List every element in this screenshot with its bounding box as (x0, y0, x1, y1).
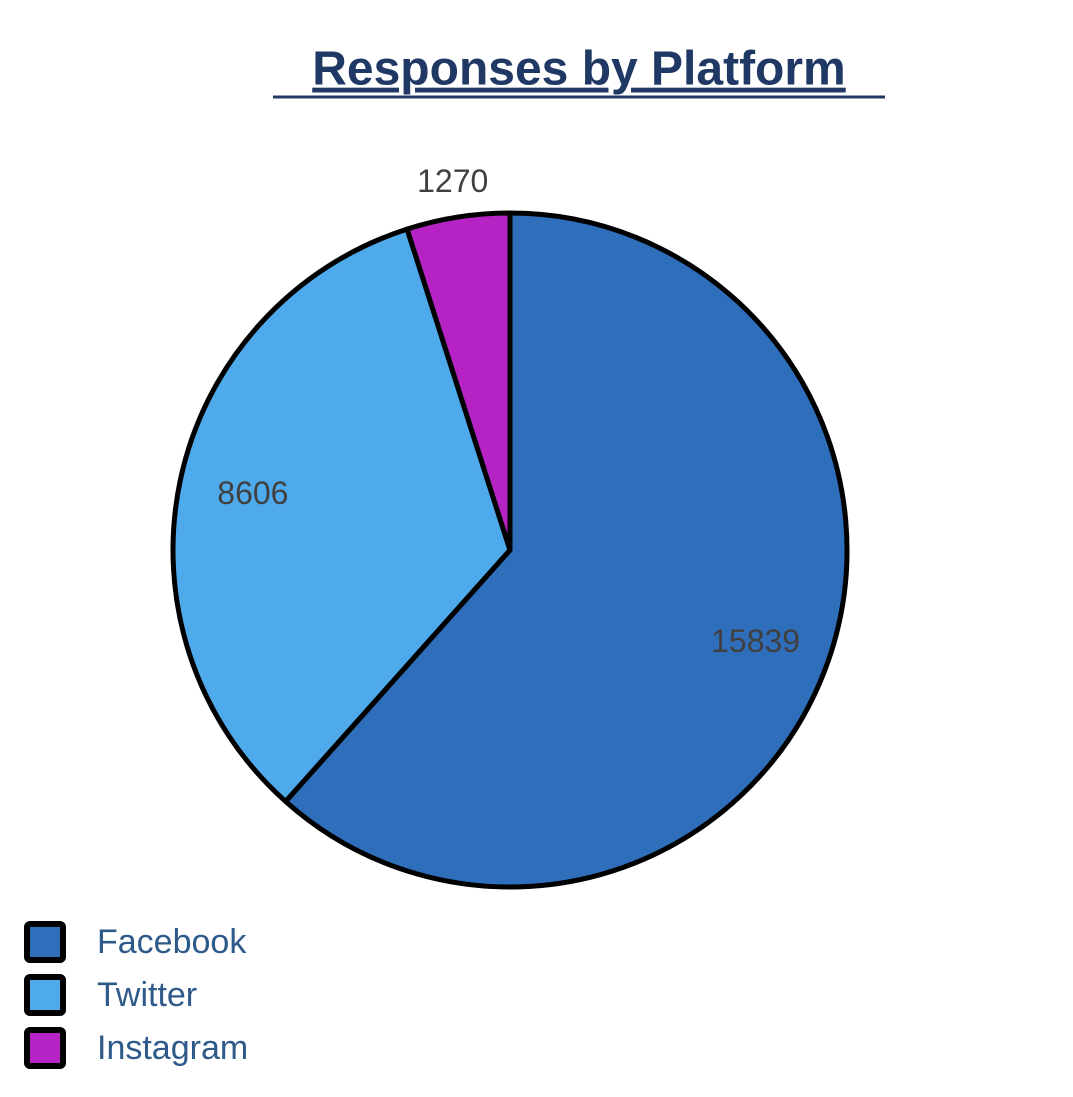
legend-swatch (24, 974, 66, 1016)
pie-slice (404, 210, 513, 553)
legend-text: Facebook (97, 923, 247, 961)
data-label: 8606 (217, 475, 288, 511)
data-label: 1270 (417, 163, 488, 199)
data-label: 15839 (711, 623, 800, 659)
chart-title: Responses by Platform (312, 43, 845, 96)
legend-swatch (24, 921, 66, 963)
legend-text: Instagram (97, 1029, 248, 1067)
pie-slice (170, 226, 513, 804)
legend-text: Twitter (97, 976, 197, 1014)
pie-slice (283, 210, 850, 890)
legend-swatch (24, 1027, 66, 1069)
